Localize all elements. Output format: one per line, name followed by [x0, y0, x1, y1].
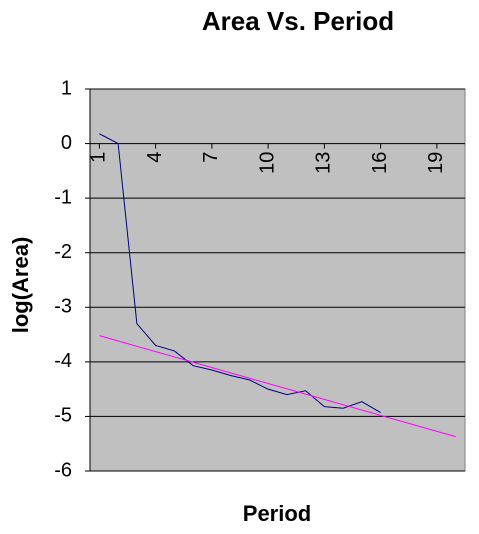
x-tick-label: 7	[200, 152, 222, 163]
x-tick-label: 13	[313, 152, 335, 174]
line-series	[99, 335, 456, 438]
y-tick-label: 0	[61, 132, 72, 154]
x-tick-label: 16	[369, 152, 391, 174]
x-axis-label: Period	[243, 501, 311, 526]
y-tick-label: -6	[54, 459, 72, 481]
y-tick-label: -2	[54, 241, 72, 263]
x-tick-label: 1	[88, 152, 110, 163]
y-tick-label: -3	[54, 296, 72, 318]
line-series	[99, 133, 381, 414]
chart-title: Area Vs. Period	[202, 6, 394, 36]
x-tick-label: 4	[144, 152, 166, 163]
plot-area	[89, 88, 466, 472]
y-axis-label: log(Area)	[8, 237, 33, 334]
x-tick-label: 10	[256, 152, 278, 174]
y-tick-label: 1	[61, 77, 72, 99]
y-tick-label: -1	[54, 186, 72, 208]
x-tick-label: 19	[425, 152, 447, 174]
y-tick-label: -4	[54, 350, 72, 372]
y-tick-label: -5	[54, 405, 72, 427]
